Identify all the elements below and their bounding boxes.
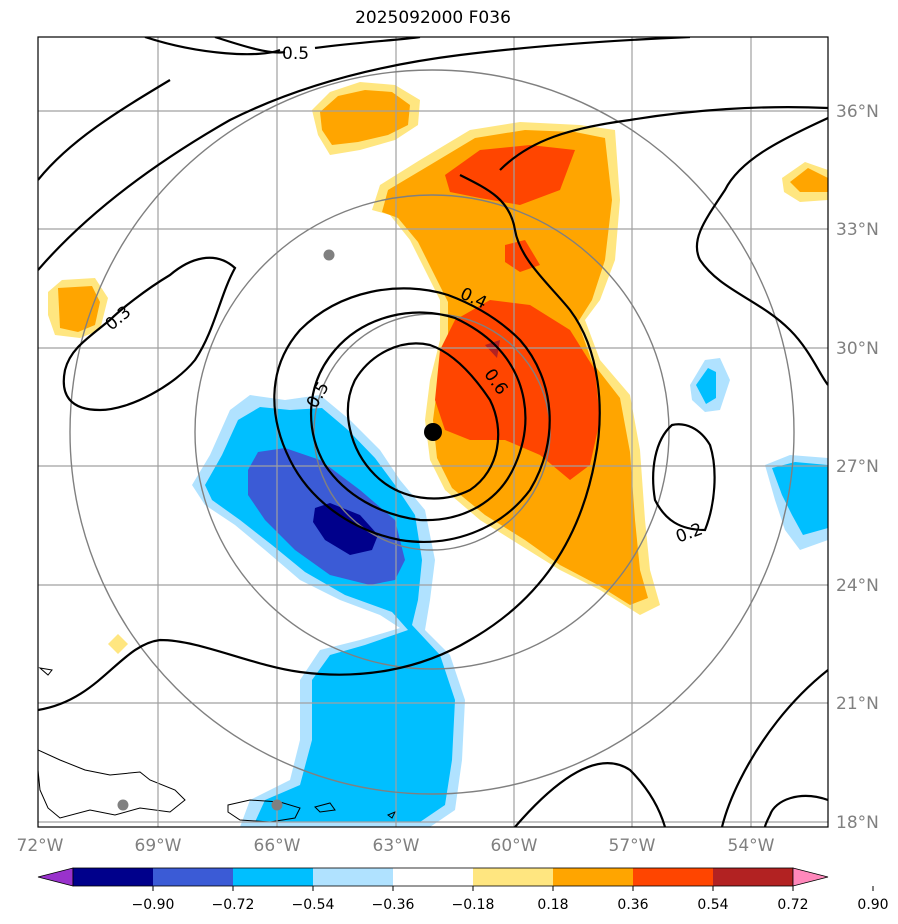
lon-label: 57°W [609,836,656,856]
colorbar-tick-label: −0.72 [212,897,255,913]
colorbar-tick-label: −0.36 [372,897,415,913]
colorbar-tick-label: 0.36 [617,897,648,913]
lon-label: 66°W [254,836,301,856]
lon-label: 72°W [17,836,64,856]
lon-label: 63°W [373,836,420,856]
colorbar-segment [153,868,234,886]
grey-marker [271,799,283,811]
range-rings [69,69,795,795]
lat-label: 21°N [836,694,879,714]
lat-label: 33°N [836,220,879,240]
colorbar-tick-label: −0.18 [452,897,495,913]
map-title: 2025092000 F036 [355,8,511,28]
lat-label: 27°N [836,457,879,477]
graticule [38,37,828,827]
colorbar-extend-low [37,867,74,887]
lat-label: 36°N [836,102,879,122]
colorbar-segment [553,868,634,886]
colorbar-segment [313,868,394,886]
coastlines [38,667,397,823]
colorbar-tick-label: 0.54 [697,897,728,913]
colorbar: −0.90 −0.72 −0.54 −0.36 −0.18 0.18 0.36 0.54 0.7… [37,867,889,913]
colorbar-segment [473,868,554,886]
lon-label: 69°W [135,836,182,856]
colorbar-segment [233,868,314,886]
colorbar-extend-high [792,867,829,887]
lat-label: 18°N [836,813,879,833]
longitude-labels: 72°W 69°W 66°W 63°W 60°W 57°W 54°W [17,836,775,856]
map-frame [37,36,829,828]
colorbar-tick-label: 0.90 [857,897,888,913]
contour-lines [38,37,828,827]
lat-label: 30°N [836,339,879,359]
colorbar-segment [73,868,154,886]
colorbar-segment [713,868,794,886]
colorbar-segment [393,868,474,886]
colorbar-tick-label: −0.54 [292,897,335,913]
colorbar-tick-label: −0.90 [132,897,175,913]
lat-label: 24°N [836,576,879,596]
grey-marker [117,799,129,811]
lon-label: 54°W [728,836,775,856]
colorbar-tick-label: 0.72 [777,897,808,913]
latitude-labels: 36°N 33°N 30°N 27°N 24°N 21°N 18°N [836,102,879,833]
negative-anomaly-shading [192,358,828,827]
contour-label: 0.5 [282,44,309,64]
storm-center-marker [424,423,442,441]
colorbar-segment [633,868,714,886]
colorbar-tick-label: 0.18 [537,897,568,913]
grey-marker [323,249,335,261]
lon-label: 60°W [491,836,538,856]
